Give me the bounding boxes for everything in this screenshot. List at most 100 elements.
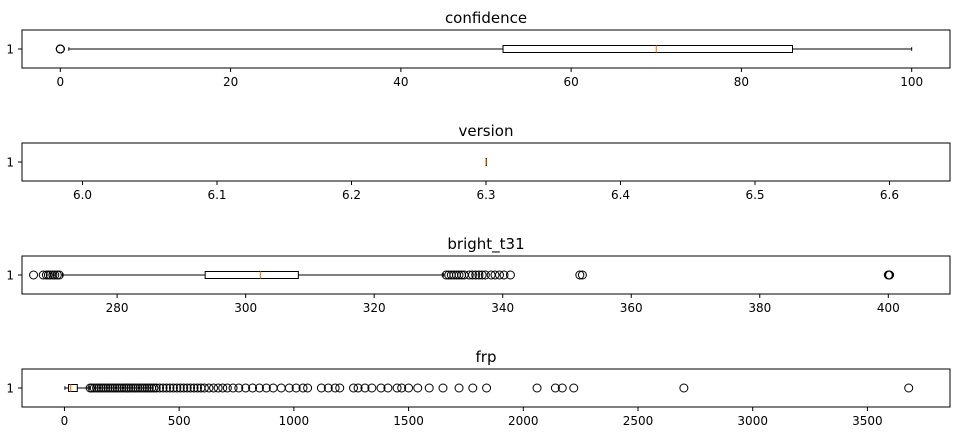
outlier-point [55,44,65,54]
outlier-point [228,383,238,393]
outlier-point [303,383,313,393]
x-tick-label: 6.3 [476,188,495,202]
y-tick-label: 1 [6,382,14,396]
outlier-point [885,270,895,280]
outlier-point [575,270,585,280]
outlier-point [499,270,509,280]
outlier-point [105,383,115,393]
outlier-point [193,383,203,393]
outlier-point [360,383,370,393]
outlier-point [131,383,141,393]
outlier-point [383,383,393,393]
outlier-point [557,383,567,393]
outlier-point [392,383,402,393]
outlier-point [213,383,223,393]
x-tick-label: 500 [168,414,191,428]
outlier-point [218,383,228,393]
outlier-point [54,270,64,280]
outlier-point [261,383,271,393]
outlier-point [135,383,145,393]
outlier-point [679,383,689,393]
subplot-frp: frp 1 0 500 1000 1500 2000 2500 3000 3500 [6,348,951,428]
x-tick-label: 60 [563,75,578,89]
outlier-point [137,383,147,393]
outlier-point [94,383,104,393]
outlier-point [151,383,161,393]
x-tick-label: 3000 [737,414,768,428]
outlier-point [474,270,484,280]
outlier-point [119,383,129,393]
outlier-point [577,270,587,280]
y-tick-label: 1 [6,269,14,283]
outlier-point [209,383,219,393]
outlier-point [904,383,914,393]
iqr-box [502,45,793,53]
outlier-point [477,270,487,280]
outlier-point [162,383,172,393]
outlier-point [454,383,464,393]
outlier-point [468,270,478,280]
outlier-point [248,383,258,393]
outlier-point [179,383,189,393]
x-tick-label: 6.6 [880,188,899,202]
x-tick-label: 400 [877,301,900,315]
axes-frame [21,368,951,408]
outlier-point [298,383,308,393]
outlier-point [103,383,113,393]
outlier-point [569,383,579,393]
outlier-point [38,270,48,280]
x-tick-label: 280 [106,301,129,315]
outlier-point [413,383,423,393]
outlier-point [142,383,152,393]
y-tick-label: 1 [6,156,14,170]
outlier-point [335,383,345,393]
outlier-point [454,270,464,280]
outlier-point [112,383,122,393]
x-tick-label: 2500 [623,414,654,428]
outlier-point [108,383,118,393]
outlier-point [480,270,490,280]
outlier-point [276,383,286,393]
outlier-point [50,270,60,280]
outlier-point [117,383,127,393]
outlier-point [397,383,407,393]
outlier-point [330,383,340,393]
outlier-point [349,383,359,393]
outlier-point [189,383,199,393]
outlier-point [121,383,131,393]
y-tick-label: 1 [6,43,14,57]
outlier-point [172,383,182,393]
outlier-point [182,383,192,393]
outlier-point [168,383,178,393]
outlier-point [149,383,159,393]
x-tick-label: 380 [748,301,771,315]
x-tick-label: 360 [620,301,643,315]
outlier-point [291,383,301,393]
outlier-point [128,383,138,393]
subplot-title: version [459,122,514,140]
outlier-point [124,383,134,393]
x-tick-label: 6.0 [73,188,92,202]
outlier-point [376,383,386,393]
outlier-point [115,383,125,393]
x-tick-label: 1000 [279,414,310,428]
subplot-confidence: confidence 1 0 20 40 60 80 100 [6,9,951,89]
outlier-point [468,383,478,393]
outlier-point [482,383,492,393]
subplot-title: confidence [445,9,527,27]
outlier-point [490,270,500,280]
outlier-point [494,270,504,280]
outlier-point [110,383,120,393]
subplot-title: bright_t31 [447,235,524,254]
x-tick-label: 3500 [852,414,883,428]
outlier-point [92,383,102,393]
outlier-point [316,383,326,393]
subplot-bright-t31: bright_t31 1 280 300 320 340 360 380 400 [6,235,951,315]
outlier-point [471,270,481,280]
x-tick-label: 6.1 [207,188,226,202]
outlier-point [45,270,55,280]
outlier-point [140,383,150,393]
outlier-point [505,270,515,280]
x-tick-label: 100 [900,75,923,89]
x-tick-label: 2000 [508,414,539,428]
